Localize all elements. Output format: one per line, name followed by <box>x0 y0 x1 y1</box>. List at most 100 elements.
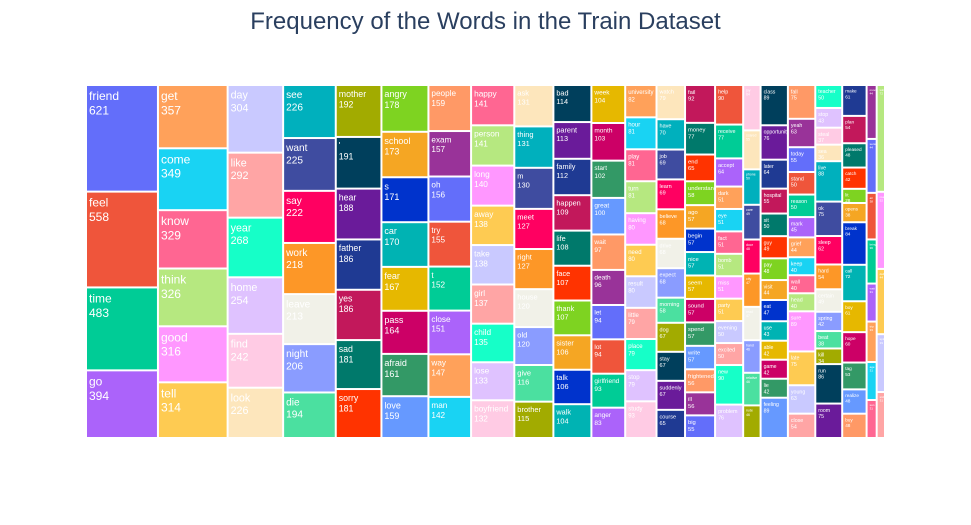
treemap-tile-rect[interactable] <box>554 196 591 230</box>
treemap-tile-rect[interactable] <box>686 155 715 181</box>
treemap-tile-rect[interactable] <box>843 333 866 362</box>
treemap-tile-rect[interactable] <box>816 128 842 144</box>
treemap-tile-rect[interactable] <box>816 86 842 107</box>
treemap-tile-rect[interactable] <box>686 206 715 228</box>
treemap-tile-rect[interactable] <box>867 240 876 283</box>
treemap-tile-rect[interactable] <box>843 204 866 222</box>
treemap-tile[interactable]: hour 81 <box>626 118 656 149</box>
treemap-tile-rect[interactable] <box>761 214 787 236</box>
treemap-tile-rect[interactable] <box>657 239 685 268</box>
treemap-tile-rect[interactable] <box>592 198 625 234</box>
treemap-tile-rect[interactable] <box>686 416 715 437</box>
treemap-tile-rect[interactable] <box>816 365 842 403</box>
treemap-tile-rect[interactable] <box>626 402 656 437</box>
treemap-tile-rect[interactable] <box>843 363 866 389</box>
treemap-tile-rect[interactable] <box>816 162 842 201</box>
treemap-tile-rect[interactable] <box>228 334 283 387</box>
treemap-tile-rect[interactable] <box>284 86 335 138</box>
treemap-tile-rect[interactable] <box>382 311 428 353</box>
treemap-tile-rect[interactable] <box>716 254 743 276</box>
treemap-tile-rect[interactable] <box>716 125 743 158</box>
treemap-tile-rect[interactable] <box>867 363 876 400</box>
treemap-tile-rect[interactable] <box>87 371 157 437</box>
treemap-tile-rect[interactable] <box>867 139 876 192</box>
treemap-tile-rect[interactable] <box>472 363 514 400</box>
treemap-tile-rect[interactable] <box>382 223 428 266</box>
treemap-tile-rect[interactable] <box>816 312 842 331</box>
treemap-tile-rect[interactable] <box>716 209 743 231</box>
treemap-tile-rect[interactable] <box>336 290 381 340</box>
treemap-tile-rect[interactable] <box>472 401 514 437</box>
treemap-tile-rect[interactable] <box>382 397 428 437</box>
treemap-tile-rect[interactable] <box>158 327 227 382</box>
treemap-tile-rect[interactable] <box>429 355 471 396</box>
treemap-tile-rect[interactable] <box>515 290 553 327</box>
treemap-tile-rect[interactable] <box>716 277 743 298</box>
treemap-tile-rect[interactable] <box>657 150 685 179</box>
treemap-tile-rect[interactable] <box>877 335 884 392</box>
treemap-tile-rect[interactable] <box>515 209 553 249</box>
treemap-tile-rect[interactable] <box>382 86 428 131</box>
treemap-tile-rect[interactable] <box>657 269 685 297</box>
treemap-tile-rect[interactable] <box>626 371 656 401</box>
treemap-tile-rect[interactable] <box>554 159 591 195</box>
treemap-tile-rect[interactable] <box>843 189 866 202</box>
treemap-tile-rect[interactable] <box>686 299 715 322</box>
